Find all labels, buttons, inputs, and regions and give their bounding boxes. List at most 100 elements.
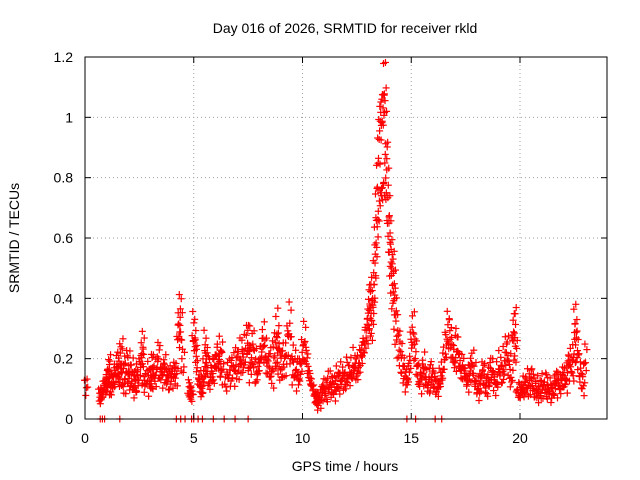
data-point bbox=[223, 387, 231, 395]
x-tick-label: 20 bbox=[512, 430, 528, 446]
data-point bbox=[388, 260, 396, 268]
data-point bbox=[556, 385, 564, 393]
x-tick-label: 15 bbox=[403, 430, 419, 446]
data-point bbox=[175, 291, 183, 299]
data-point bbox=[409, 329, 417, 337]
data-point bbox=[538, 370, 546, 378]
data-point bbox=[372, 239, 380, 247]
data-point bbox=[256, 359, 264, 367]
data-point bbox=[395, 346, 403, 354]
data-point bbox=[452, 324, 460, 332]
data-point bbox=[239, 368, 247, 376]
data-point bbox=[432, 376, 440, 384]
data-point bbox=[583, 346, 591, 354]
data-point bbox=[410, 356, 418, 364]
data-point bbox=[526, 391, 534, 399]
data-point bbox=[258, 326, 266, 334]
data-point bbox=[383, 155, 391, 163]
data-point bbox=[165, 386, 173, 394]
data-point bbox=[403, 376, 411, 384]
data-point bbox=[561, 381, 569, 389]
data-point bbox=[232, 354, 240, 362]
data-point bbox=[554, 394, 562, 402]
data-point bbox=[132, 387, 140, 395]
data-point bbox=[231, 382, 239, 390]
data-point bbox=[565, 352, 573, 360]
y-tick-label: 0.2 bbox=[54, 351, 74, 367]
data-point bbox=[546, 374, 554, 382]
data-point bbox=[149, 363, 157, 371]
data-point bbox=[477, 387, 485, 395]
data-point bbox=[317, 404, 325, 412]
data-point bbox=[136, 372, 144, 380]
data-point bbox=[356, 368, 364, 376]
data-point bbox=[572, 328, 580, 336]
data-point bbox=[382, 84, 390, 92]
data-point bbox=[273, 330, 281, 338]
data-point bbox=[445, 316, 453, 324]
data-point bbox=[267, 372, 275, 380]
data-point bbox=[119, 383, 127, 391]
data-point bbox=[512, 304, 520, 312]
data-point bbox=[448, 340, 456, 348]
data-point bbox=[274, 329, 282, 337]
data-point bbox=[529, 370, 537, 378]
data-point bbox=[292, 365, 300, 373]
data-point bbox=[410, 330, 418, 338]
data-point bbox=[530, 374, 538, 382]
data-point bbox=[440, 365, 448, 373]
data-point bbox=[446, 327, 454, 335]
data-point bbox=[549, 389, 557, 397]
data-point bbox=[346, 382, 354, 390]
data-point bbox=[537, 389, 545, 397]
data-point bbox=[284, 351, 292, 359]
data-point bbox=[542, 371, 550, 379]
data-point bbox=[508, 378, 516, 386]
data-point bbox=[199, 389, 207, 397]
data-point bbox=[352, 355, 360, 363]
data-point bbox=[512, 320, 520, 328]
data-point bbox=[360, 349, 368, 357]
data-marks bbox=[80, 58, 591, 423]
data-point bbox=[411, 355, 419, 363]
data-point bbox=[387, 217, 395, 225]
data-point bbox=[373, 223, 381, 231]
data-point bbox=[384, 138, 392, 146]
data-point bbox=[302, 343, 310, 351]
data-point bbox=[304, 362, 312, 370]
data-point bbox=[124, 353, 132, 361]
data-point bbox=[301, 337, 309, 345]
data-point bbox=[197, 393, 205, 401]
data-point bbox=[569, 372, 577, 380]
data-point bbox=[276, 351, 284, 359]
data-point bbox=[230, 349, 238, 357]
data-point bbox=[503, 338, 511, 346]
data-point bbox=[209, 370, 217, 378]
data-point bbox=[377, 98, 385, 106]
data-point bbox=[318, 396, 326, 404]
data-point bbox=[381, 97, 389, 105]
data-point bbox=[495, 347, 503, 355]
data-point bbox=[275, 340, 283, 348]
data-point bbox=[379, 104, 387, 112]
data-point bbox=[385, 212, 393, 220]
data-point bbox=[407, 364, 415, 372]
data-point bbox=[193, 364, 201, 372]
data-point bbox=[245, 348, 253, 356]
data-point bbox=[258, 348, 266, 356]
y-tick-label: 0.4 bbox=[54, 290, 74, 306]
data-point bbox=[480, 361, 488, 369]
data-point bbox=[282, 339, 290, 347]
data-point bbox=[173, 370, 181, 378]
data-point bbox=[190, 319, 198, 327]
data-point bbox=[128, 377, 136, 385]
data-point bbox=[297, 370, 305, 378]
data-point bbox=[509, 316, 517, 324]
data-point bbox=[242, 331, 250, 339]
data-point bbox=[385, 164, 393, 172]
data-point bbox=[323, 398, 331, 406]
data-point bbox=[371, 190, 379, 198]
data-point bbox=[489, 355, 497, 363]
data-point bbox=[253, 371, 261, 379]
data-point bbox=[572, 300, 580, 308]
